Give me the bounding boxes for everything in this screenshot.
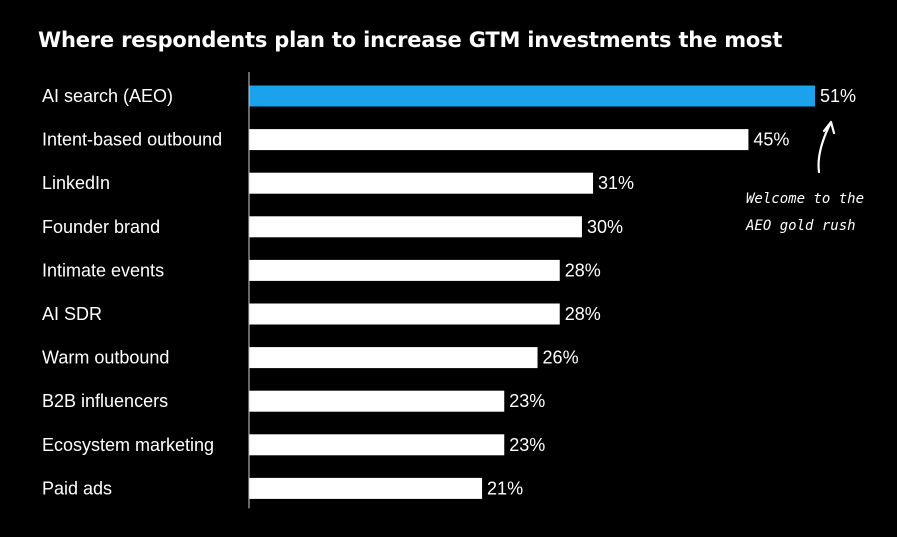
value-label: 45% <box>753 130 789 150</box>
category-label: B2B influencers <box>42 391 168 411</box>
category-label: LinkedIn <box>42 173 110 193</box>
bar <box>249 477 483 499</box>
value-label: 23% <box>509 435 545 455</box>
bar <box>249 129 749 151</box>
category-label: Warm outbound <box>42 348 169 368</box>
bar <box>249 172 594 194</box>
category-label: Paid ads <box>42 478 112 498</box>
bar <box>249 259 560 281</box>
bar <box>249 216 582 238</box>
bar <box>249 390 505 412</box>
value-label: 30% <box>587 217 623 237</box>
chart-title: Where respondents plan to increase GTM i… <box>38 28 783 52</box>
annotation-line-1: Welcome to the <box>746 191 865 207</box>
category-label: Ecosystem marketing <box>42 435 214 455</box>
annotation-text: Welcome to the AEO gold rush <box>746 186 886 240</box>
annotation-line-2: AEO gold rush <box>746 218 856 234</box>
value-label: 28% <box>565 260 601 280</box>
category-label: Intent-based outbound <box>42 130 222 150</box>
bar-highlighted <box>249 85 815 107</box>
value-label: 51% <box>820 86 856 106</box>
category-label: Intimate events <box>42 260 164 280</box>
bar <box>249 303 560 325</box>
category-label: Founder brand <box>42 217 160 237</box>
value-label: 26% <box>543 348 579 368</box>
bar <box>249 347 538 369</box>
value-label: 28% <box>565 304 601 324</box>
annotation-arrow-icon <box>817 120 836 174</box>
category-label: AI search (AEO) <box>42 86 173 106</box>
category-label: AI SDR <box>42 304 102 324</box>
value-label: 31% <box>598 173 634 193</box>
value-label: 21% <box>487 478 523 498</box>
bar <box>249 434 505 456</box>
value-label: 23% <box>509 391 545 411</box>
